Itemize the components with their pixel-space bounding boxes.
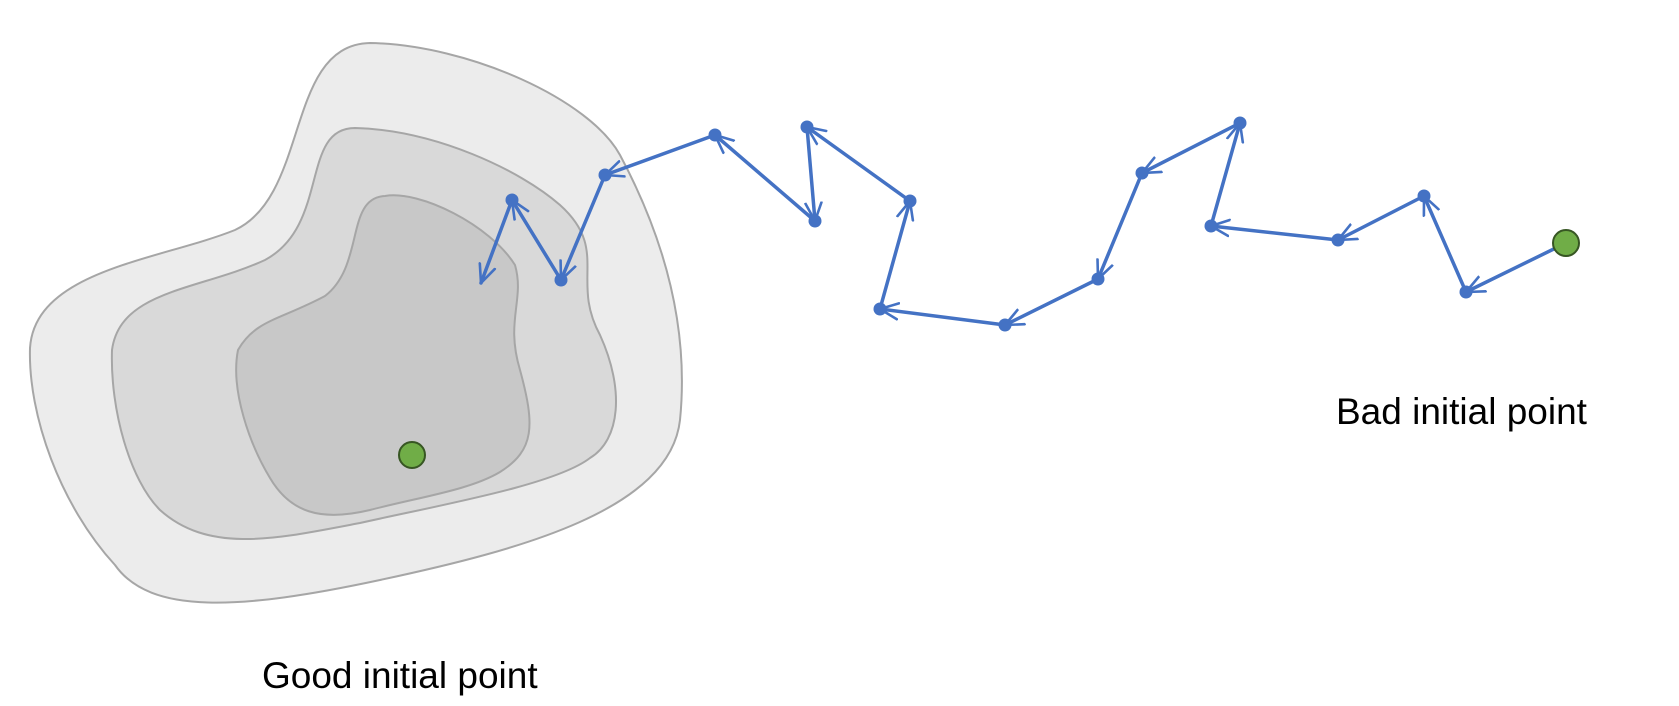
step-dot [554,273,568,287]
step-dot [873,302,887,316]
step-dot [903,194,917,208]
step-dot [1459,285,1473,299]
contour-inner [235,194,531,516]
step-arrow [603,133,717,175]
step-dot [808,214,822,228]
step-dot [1417,189,1431,203]
step-dot [800,120,814,134]
step-arrow [559,173,607,282]
step-points [505,116,1473,332]
step-dot [1233,116,1247,130]
step-arrow [878,309,1007,327]
step-arrow [481,198,514,285]
step-arrow [1098,171,1144,281]
step-arrow [807,125,815,223]
step-dot [1135,166,1149,180]
step-arrow [805,125,912,203]
step-dot [505,193,519,207]
step-arrow [713,133,817,223]
step-dot [1204,219,1218,233]
step-dot [998,318,1012,332]
step-arrow [878,199,910,311]
descent-path [481,121,1568,327]
step-arrow [1336,194,1426,242]
step-arrow [1140,121,1242,175]
step-dot [1091,272,1105,286]
step-arrow [1003,277,1100,327]
step-dot [708,128,722,142]
step-arrow [1209,226,1340,242]
bad-initial-point-marker [1552,229,1580,257]
step-arrow [1464,241,1568,294]
contour-group [28,41,683,604]
step-arrow [1209,121,1240,228]
bad-initial-point-label: Bad initial point [1336,391,1588,432]
good-initial-point-marker [398,441,426,469]
step-dot [598,168,612,182]
step-arrow [1422,194,1468,294]
good-initial-point-label: Good initial point [262,655,538,696]
step-arrow [510,198,563,282]
step-dot [1331,233,1345,247]
